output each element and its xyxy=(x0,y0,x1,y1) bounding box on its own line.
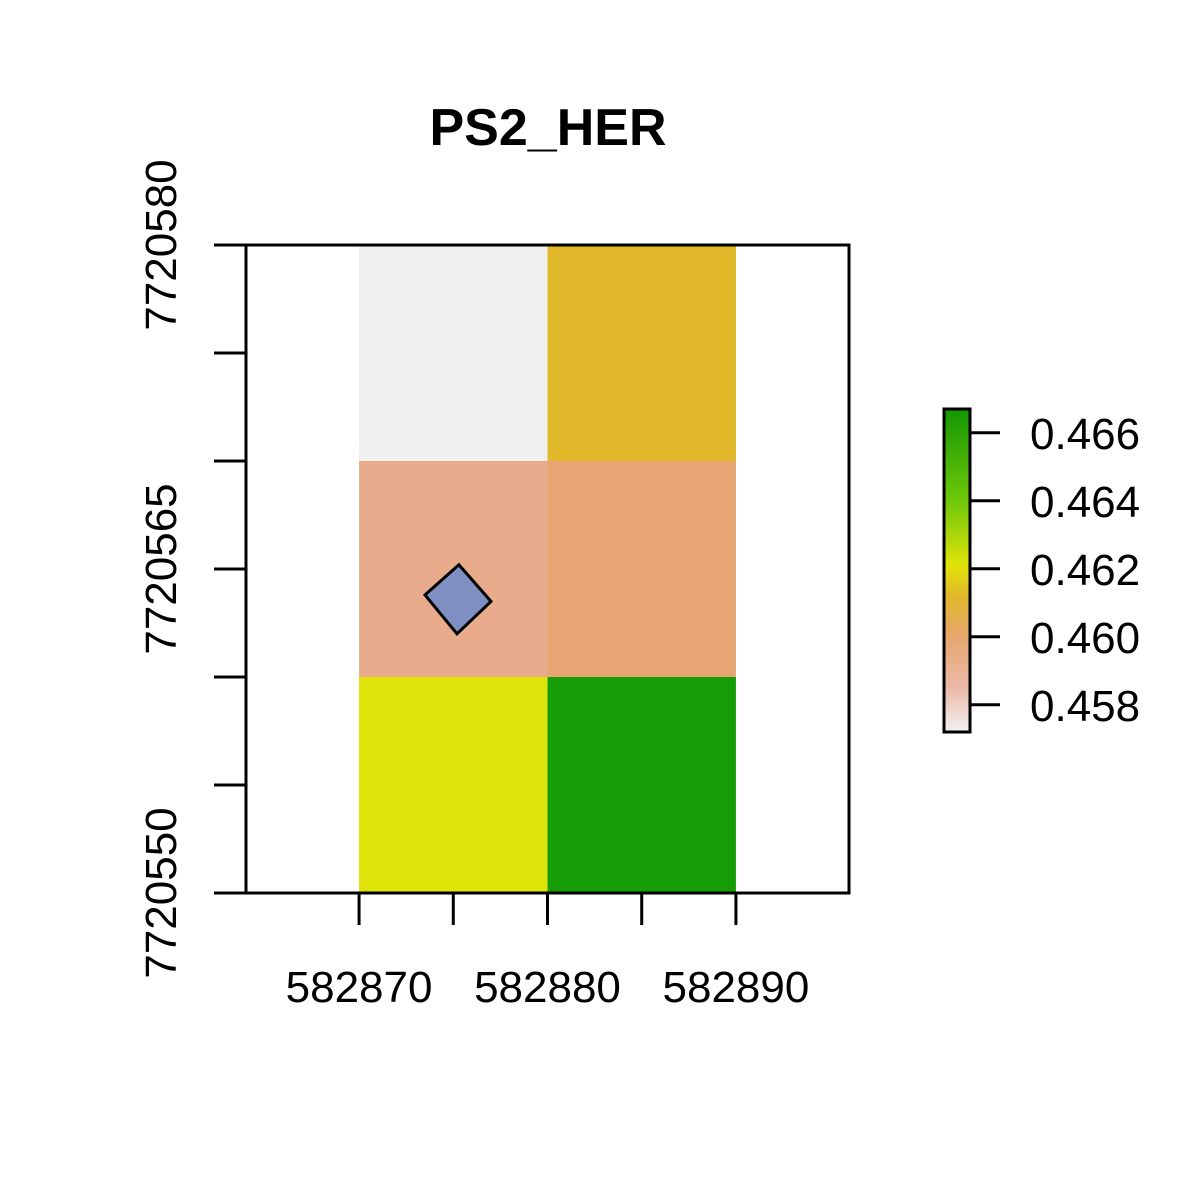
legend-tick-label: 0.458 xyxy=(1030,682,1140,731)
legend-color-bar xyxy=(942,407,972,734)
x-tick-label: 582880 xyxy=(474,963,621,1012)
raster-cell xyxy=(359,677,548,893)
x-tick-label: 582890 xyxy=(663,963,810,1012)
field-polygon xyxy=(422,562,494,636)
legend-tick-label: 0.460 xyxy=(1030,614,1140,663)
chart-title: PS2_HER xyxy=(430,99,667,157)
legend-tick-label: 0.462 xyxy=(1030,546,1140,595)
x-tick-label: 582870 xyxy=(286,963,433,1012)
color-legend: 0.458 0.460 0.462 0.464 0.466 xyxy=(942,407,1140,734)
raster-cell xyxy=(359,245,548,461)
legend-tick-label: 0.464 xyxy=(1030,478,1140,527)
legend-tick-label: 0.466 xyxy=(1030,410,1140,459)
raster-cells xyxy=(359,245,736,893)
legend-ticks: 0.458 0.460 0.462 0.464 0.466 xyxy=(970,410,1140,731)
y-tick-label: 7720550 xyxy=(137,807,186,978)
x-axis: 582870 582880 582890 xyxy=(286,891,810,1012)
polygon-layer xyxy=(422,562,494,636)
y-axis: 7720550 7720565 7720580 xyxy=(137,159,248,979)
raster-cell xyxy=(547,677,736,893)
y-tick-label: 7720580 xyxy=(137,159,186,330)
raster-cell xyxy=(547,461,736,677)
y-tick-label: 7720565 xyxy=(137,483,186,654)
raster-cell xyxy=(547,245,736,461)
